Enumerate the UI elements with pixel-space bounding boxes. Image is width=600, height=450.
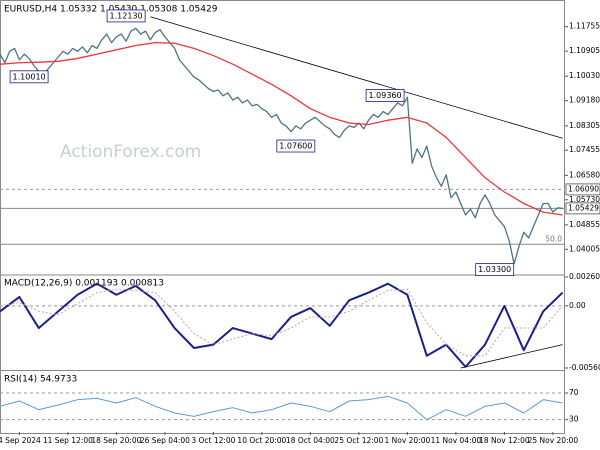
- y-tick-label: 1.08305: [569, 121, 600, 130]
- x-tick-label: 1 Nov 20:00: [384, 436, 430, 445]
- level-label-box: [565, 202, 600, 215]
- level-note: 50.0: [545, 234, 562, 243]
- x-tick-label: 25 Nov 20:00: [528, 436, 579, 445]
- trendline: [460, 344, 563, 369]
- y-tick-label: -0.005604: [569, 363, 600, 372]
- panel-title: EURUSD,H4 1.05332 1.05430 1.05308 1.0542…: [4, 5, 218, 15]
- annotation-label: 1.07600: [279, 142, 312, 151]
- y-tick-label: 0.002603: [569, 272, 600, 281]
- y-tick-label: 1.05730: [569, 195, 600, 204]
- series-line: [0, 27, 563, 265]
- x-tick-label: 26 Sep 04:00: [140, 436, 190, 445]
- series-line: [0, 288, 563, 357]
- x-tick-label: 18 Sep 20:00: [91, 436, 141, 445]
- annotation-box: [276, 139, 316, 153]
- annotation-label: 1.09360: [369, 91, 402, 100]
- y-tick-label: 1.04855: [569, 220, 600, 229]
- x-tick-label: 18 Oct 04:00: [286, 436, 335, 445]
- series-line: [0, 395, 563, 421]
- y-tick-label: 70: [569, 388, 579, 397]
- y-tick-label: 1.10905: [569, 46, 600, 55]
- trendline: [150, 16, 563, 139]
- annotation-box: [365, 89, 405, 102]
- plot-frame: [0, 0, 565, 434]
- x-tick-label: 4 Sep 2024: [0, 436, 41, 445]
- x-tick-label: 3 Oct 12:00: [191, 436, 235, 445]
- watermark: ActionForex.com: [60, 142, 201, 162]
- series-line: [0, 282, 564, 368]
- y-tick-label: 0.00: [569, 301, 586, 310]
- level-label: 1.06090: [568, 184, 599, 193]
- y-tick-label: 1.09180: [569, 96, 600, 105]
- y-tick-label: 30: [569, 415, 579, 424]
- series-line: [0, 41, 563, 216]
- x-tick-label: 25 Oct 12:00: [334, 436, 383, 445]
- level-label-box: [565, 183, 600, 196]
- annotation-label: 1.03300: [478, 265, 511, 274]
- x-tick-label: 11 Sep 12:00: [43, 436, 93, 445]
- y-tick-label: 1.11755: [569, 22, 600, 31]
- y-tick-label: 1.06580: [569, 170, 600, 179]
- annotation-label: 1.12130: [110, 11, 143, 20]
- annotation-box: [106, 9, 146, 23]
- y-tick-label: 1.10030: [569, 71, 600, 80]
- x-tick-label: 10 Oct 20:00: [237, 436, 286, 445]
- level-label: 1.05429: [568, 203, 599, 212]
- panel-title: MACD(12,26,9) 0.001193 0.000813: [4, 279, 164, 289]
- annotation-box: [9, 70, 49, 84]
- y-tick-label: 1.07455: [569, 145, 600, 154]
- panel-title: RSI(14) 54.9733: [4, 375, 77, 385]
- x-tick-label: 18 Nov 12:00: [479, 436, 530, 445]
- x-tick-label: 11 Nov 04:00: [431, 436, 482, 445]
- annotation-box: [475, 263, 515, 276]
- annotation-label: 1.10010: [13, 72, 46, 81]
- y-tick-label: 1.04005: [569, 244, 600, 253]
